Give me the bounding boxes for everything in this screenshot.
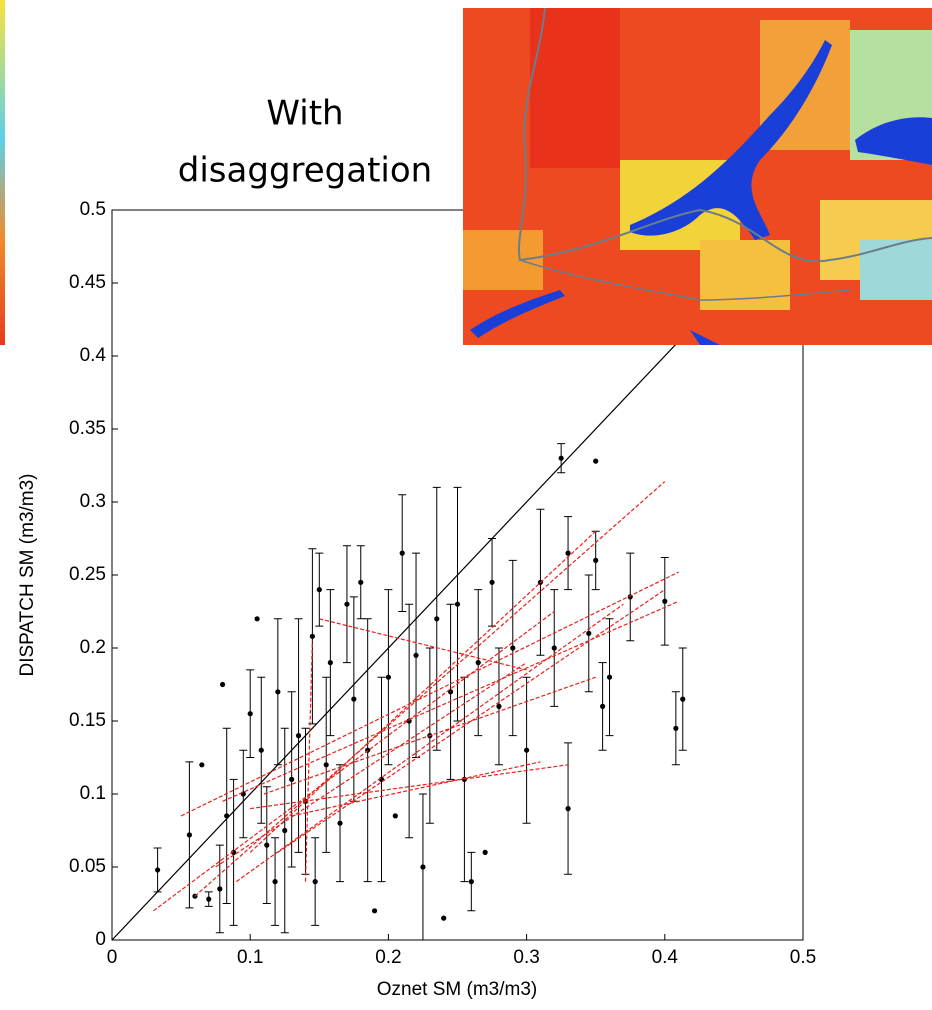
fit-line <box>319 618 527 671</box>
data-point <box>510 645 516 651</box>
fit-line <box>222 600 679 802</box>
data-point <box>406 718 412 724</box>
data-point <box>275 689 281 695</box>
x-tick-label: 0.4 <box>652 947 679 968</box>
data-point <box>392 813 398 819</box>
fit-line <box>153 611 555 912</box>
data-point <box>496 703 502 710</box>
data-point <box>371 908 378 914</box>
data-point <box>454 601 461 607</box>
x-tick-label: 0 <box>107 947 118 968</box>
x-tick-label: 0.2 <box>375 947 401 968</box>
y-tick-label: 0.4 <box>80 345 107 366</box>
x-tick-label: 0.1 <box>237 947 263 968</box>
data-point <box>247 711 253 717</box>
data-point <box>586 630 592 637</box>
data-point <box>217 886 223 892</box>
data-point <box>385 674 391 680</box>
data-point <box>680 696 686 702</box>
y-axis-label: DISPATCH SM (m3/m3) <box>17 473 38 676</box>
y-tick-label: 0.15 <box>69 710 106 731</box>
data-point <box>186 832 192 838</box>
data-point <box>327 660 333 666</box>
data-point <box>199 762 205 768</box>
data-point <box>231 849 237 856</box>
y-tick-label: 0.35 <box>69 418 106 439</box>
fit-line <box>194 481 666 897</box>
data-point <box>482 849 488 856</box>
data-point <box>420 864 426 870</box>
y-tick-label: 0 <box>95 929 106 950</box>
data-point <box>593 557 599 564</box>
data-point <box>312 879 318 885</box>
data-point <box>441 915 447 921</box>
fit-line <box>291 761 541 817</box>
data-point <box>489 579 495 585</box>
data-point <box>565 550 571 556</box>
annotation: With <box>266 94 343 134</box>
data-point <box>289 776 295 783</box>
fit-line <box>180 571 679 817</box>
data-point <box>206 896 212 902</box>
data-point <box>155 867 161 873</box>
data-point <box>254 616 260 622</box>
data-point <box>565 806 571 812</box>
data-point <box>524 747 530 753</box>
data-point <box>673 725 679 731</box>
data-point <box>264 842 270 848</box>
data-point <box>219 681 226 688</box>
data-point <box>358 579 364 585</box>
data-point <box>606 674 613 680</box>
data-point <box>434 616 440 622</box>
y-tick-label: 0.45 <box>69 272 106 293</box>
data-point <box>399 550 405 556</box>
data-point <box>351 696 357 702</box>
data-point <box>558 455 564 461</box>
data-point <box>337 820 343 826</box>
y-tick-label: 0.05 <box>69 856 106 877</box>
x-tick-label: 0.5 <box>790 947 816 968</box>
fit-line <box>304 640 313 882</box>
y-tick-label: 0.2 <box>80 637 106 658</box>
data-point <box>272 879 278 885</box>
data-point <box>600 703 606 710</box>
x-axis-label: Oznet SM (m3/m3) <box>377 979 537 1000</box>
fit-line <box>236 603 624 883</box>
data-point <box>475 660 481 666</box>
data-point <box>258 747 264 753</box>
y-tick-label: 0.5 <box>80 199 106 220</box>
data-point <box>282 827 288 834</box>
data-point <box>344 601 350 607</box>
data-point <box>316 587 322 593</box>
data-point <box>240 791 246 797</box>
data-point <box>323 762 329 768</box>
data-point <box>468 879 474 885</box>
data-point <box>295 733 302 739</box>
y-tick-label: 0.3 <box>80 491 106 512</box>
y-tick-label: 0.25 <box>69 564 106 585</box>
data-point <box>224 813 230 819</box>
data-point <box>309 633 315 639</box>
data-point <box>413 652 419 658</box>
x-tick-label: 0.3 <box>513 947 539 968</box>
y-tick-label: 0.1 <box>80 783 106 804</box>
fit-line <box>263 676 596 795</box>
data-point <box>593 458 599 464</box>
fit-line <box>249 530 597 853</box>
annotation: disaggregation <box>178 151 432 191</box>
fit-line <box>250 764 569 810</box>
data-point <box>662 598 668 604</box>
fit-line <box>215 662 527 868</box>
data-point <box>551 645 557 651</box>
